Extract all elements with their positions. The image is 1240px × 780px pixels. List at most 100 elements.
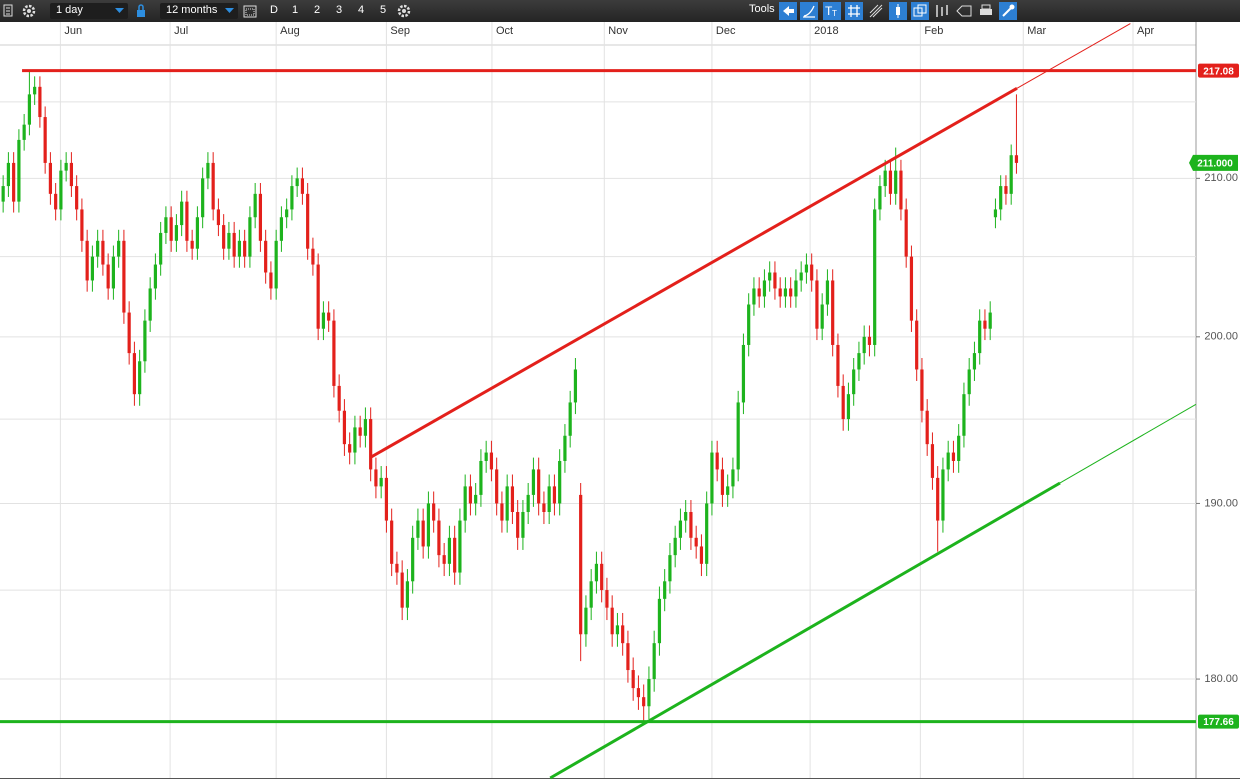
- level-tag: [1198, 63, 1239, 78]
- calendar-icon[interactable]: [243, 3, 257, 19]
- candle-body: [348, 444, 352, 453]
- range-select[interactable]: [160, 3, 238, 19]
- svg-text:T: T: [825, 4, 833, 18]
- candle-body: [1009, 155, 1013, 194]
- menu-icon[interactable]: [2, 2, 14, 20]
- x-tick-label: 2018: [814, 25, 838, 37]
- period-button[interactable]: 4: [358, 4, 365, 16]
- tool-button[interactable]: [889, 2, 907, 20]
- candle-body: [463, 486, 467, 521]
- range-text: 12 months: [166, 4, 218, 16]
- candle-body: [605, 590, 609, 608]
- candle-body: [621, 625, 625, 644]
- lock-icon[interactable]: [136, 4, 146, 18]
- candle-body: [290, 186, 294, 210]
- candle-body: [783, 288, 788, 297]
- candle-body: [500, 503, 504, 521]
- candle-body: [206, 162, 210, 179]
- candle-body: [894, 170, 898, 194]
- candle-body: [825, 280, 830, 305]
- candle-body: [720, 469, 725, 495]
- candle-body: [227, 232, 231, 249]
- period-button[interactable]: 5: [380, 4, 387, 16]
- candle-body: [379, 477, 383, 487]
- period-button[interactable]: 2: [314, 4, 321, 16]
- candle-body: [54, 193, 58, 210]
- candle-body: [815, 280, 819, 329]
- candle-body: [180, 201, 184, 226]
- candle-body: [642, 697, 646, 707]
- candle-body: [285, 209, 289, 218]
- candle-body: [747, 304, 751, 345]
- candle-body: [794, 280, 798, 297]
- candle-body: [43, 117, 47, 163]
- settings-icon[interactable]: [395, 2, 413, 20]
- tool-button[interactable]: [845, 2, 863, 20]
- candle-body: [789, 288, 793, 297]
- interval-select[interactable]: [50, 3, 128, 19]
- print-button[interactable]: [977, 2, 995, 20]
- x-tick-label: Apr: [1137, 25, 1154, 37]
- candle-body: [521, 511, 525, 538]
- candle-body: [453, 537, 457, 573]
- candle-body: [920, 369, 924, 411]
- tool-button[interactable]: [911, 2, 929, 20]
- period-button[interactable]: 1: [292, 4, 299, 16]
- candle-body: [17, 139, 21, 202]
- candle-body: [327, 312, 331, 321]
- period-button[interactable]: D: [270, 4, 278, 16]
- candle-body: [1004, 186, 1008, 194]
- candle-body: [243, 240, 247, 257]
- candle-body: [222, 225, 226, 249]
- candle-body: [610, 607, 614, 635]
- candle-body: [159, 232, 163, 265]
- candle-body: [75, 186, 79, 210]
- level-tag: [1198, 714, 1239, 729]
- level-label: 177.66: [1203, 717, 1234, 728]
- candle-body: [106, 264, 110, 289]
- level-label: 217.08: [1203, 66, 1234, 77]
- candle-body: [626, 643, 630, 671]
- candle-body: [531, 469, 536, 495]
- candle-body: [495, 469, 499, 504]
- candle-body: [264, 240, 268, 273]
- tool-button[interactable]: [933, 2, 951, 20]
- candle-body: [930, 444, 935, 478]
- candle-body: [537, 469, 541, 504]
- candle-body: [321, 312, 326, 329]
- candle-body: [936, 477, 940, 521]
- candle-body: [999, 186, 1003, 210]
- candle-body: [810, 264, 814, 281]
- candle-body: [899, 170, 903, 210]
- candle-body: [715, 452, 719, 470]
- candle-body: [395, 563, 399, 573]
- tools-label: Tools: [749, 3, 775, 15]
- candle-body: [558, 460, 562, 504]
- tool-button[interactable]: [779, 2, 797, 20]
- candle-body: [878, 186, 882, 210]
- tool-button[interactable]: [867, 2, 885, 20]
- candle-body: [27, 94, 32, 125]
- candle-body: [248, 217, 252, 257]
- tool-button[interactable]: [800, 2, 818, 20]
- period-button[interactable]: 3: [336, 4, 343, 16]
- tool-button[interactable]: [955, 2, 973, 20]
- candle-body: [148, 288, 152, 321]
- settings-icon[interactable]: [20, 2, 38, 20]
- candle-body: [468, 486, 473, 504]
- candle-body: [568, 402, 572, 436]
- svg-text:T: T: [832, 9, 837, 18]
- candle-body: [584, 607, 588, 635]
- tool-button[interactable]: [999, 2, 1017, 20]
- candle-body: [867, 336, 872, 345]
- candle-body: [306, 193, 310, 249]
- candle-body: [946, 452, 950, 470]
- candle-body: [857, 353, 861, 370]
- x-tick-label: Jun: [64, 25, 82, 37]
- y-tick-label: 180.00: [1204, 673, 1238, 685]
- candle-body: [237, 240, 242, 257]
- candle-body: [479, 460, 483, 495]
- candle-body: [369, 419, 373, 470]
